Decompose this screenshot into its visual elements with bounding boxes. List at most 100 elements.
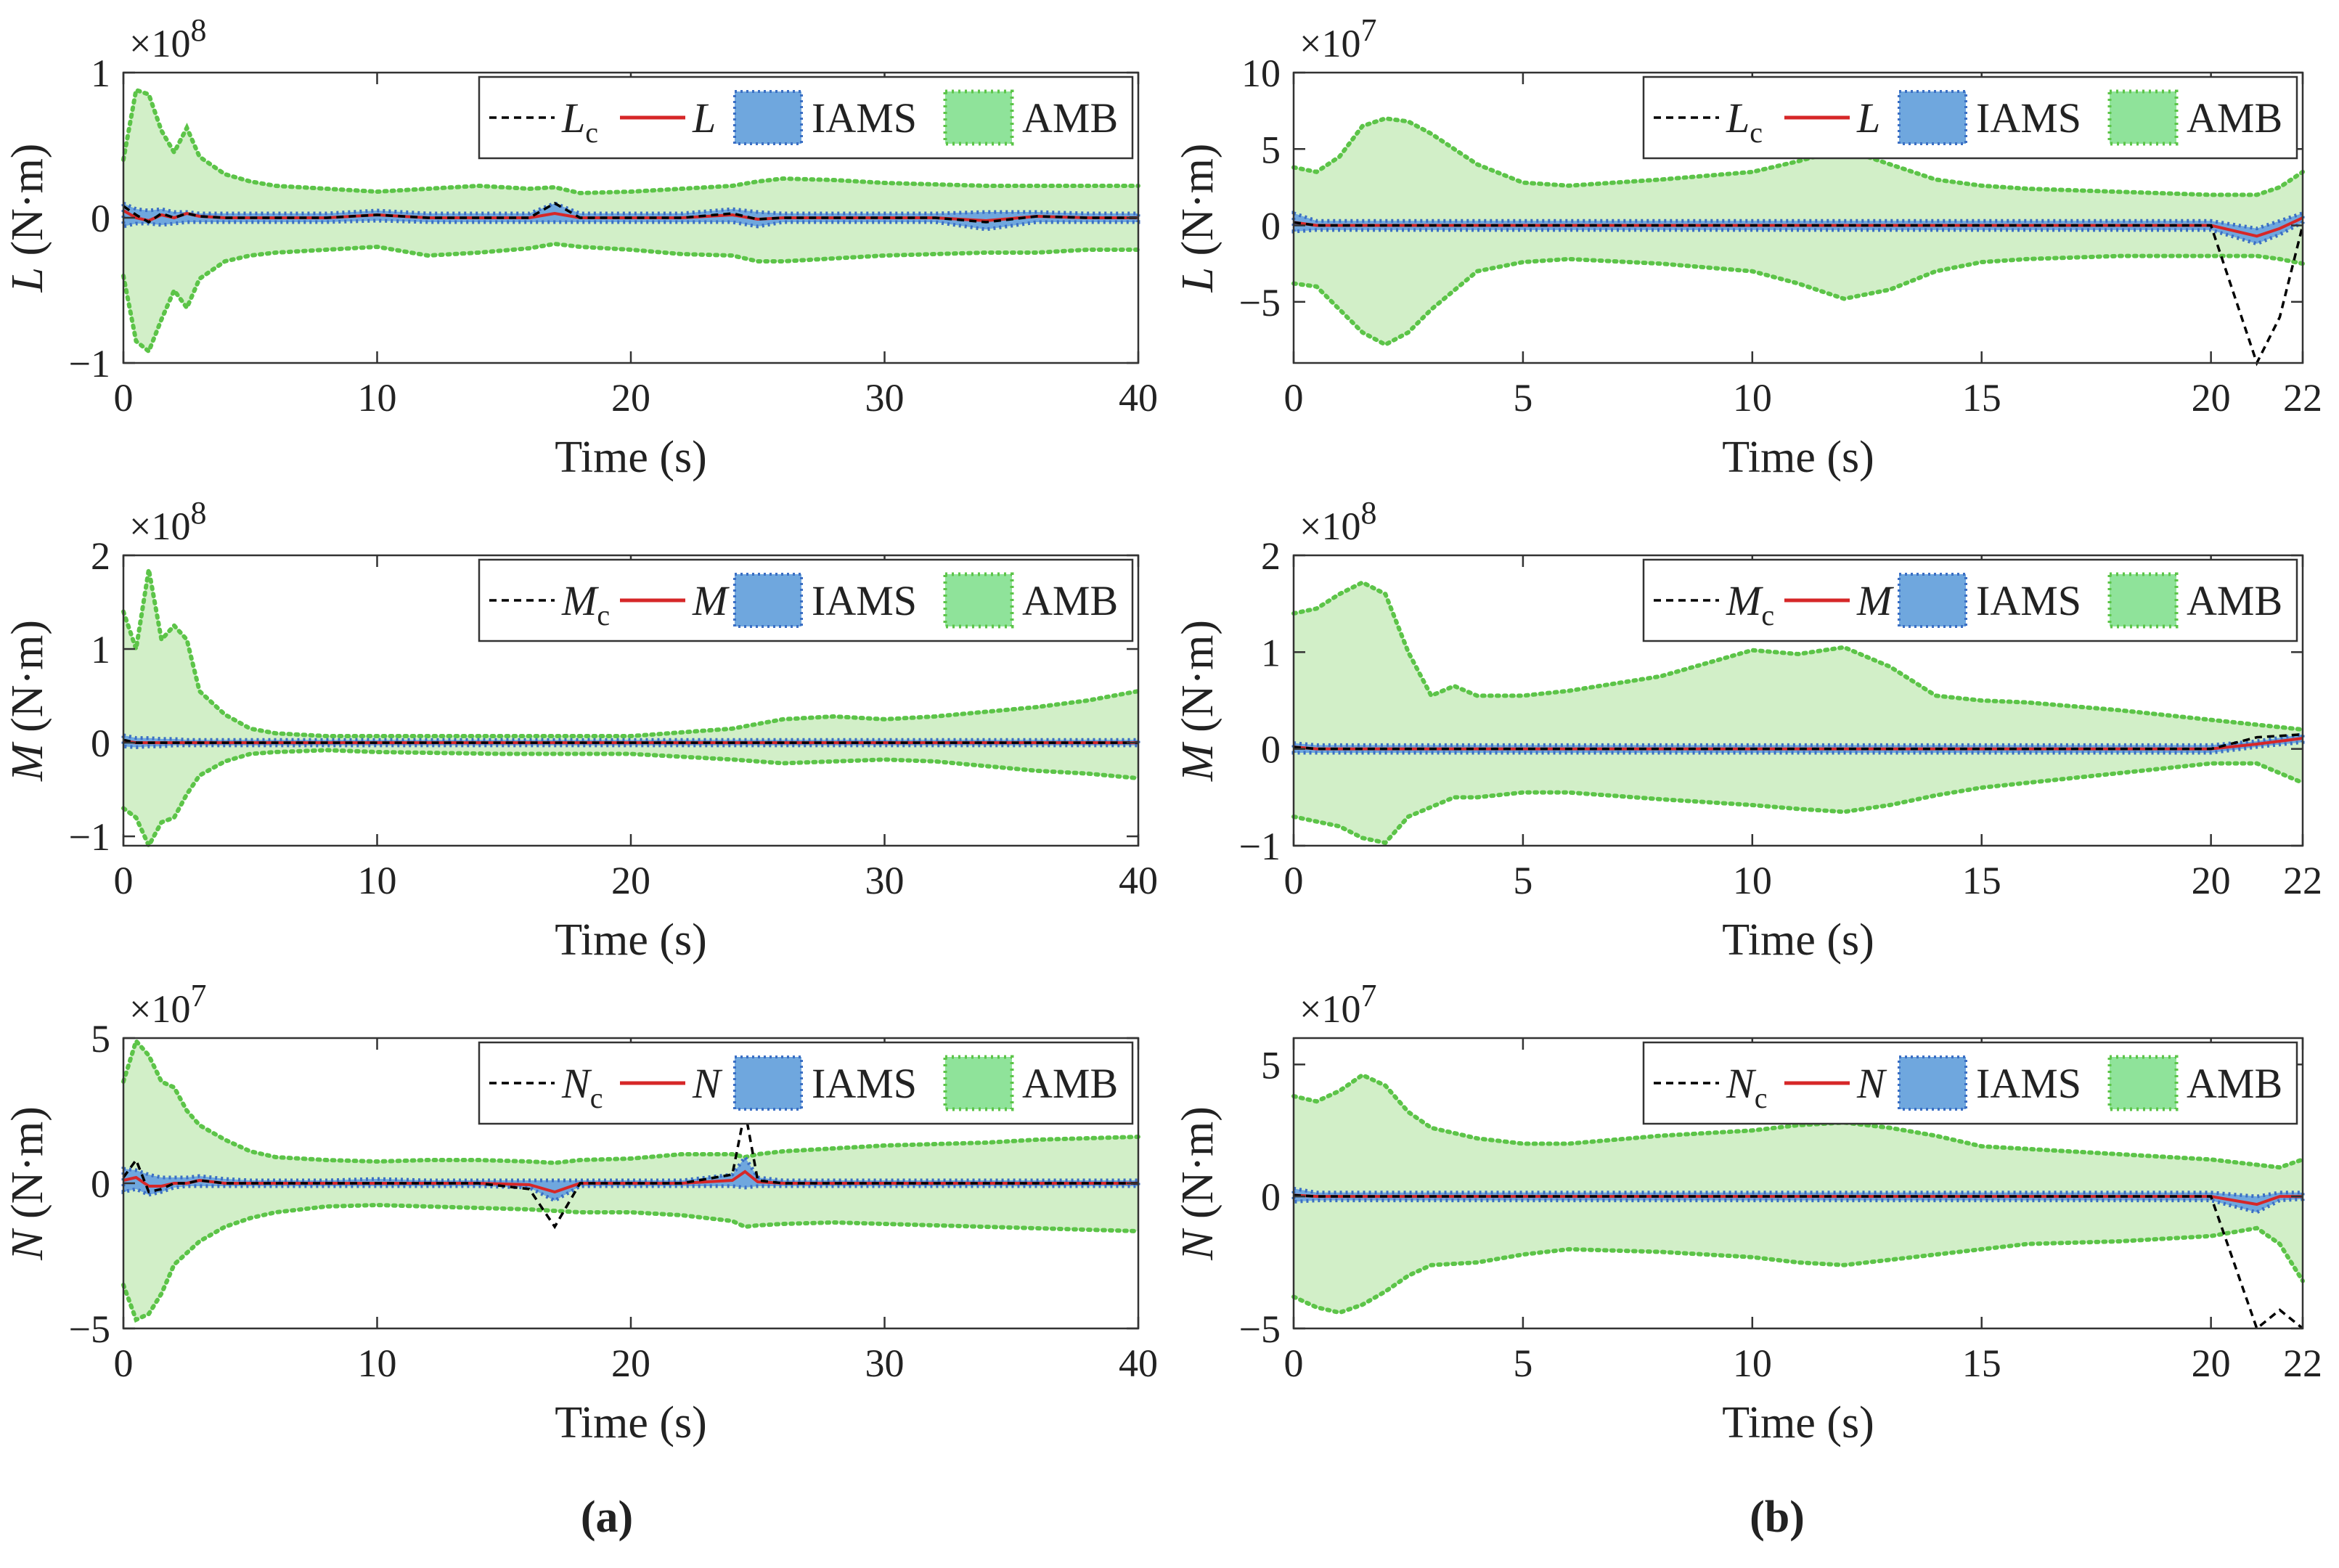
- amb-lower-bound: [121, 241, 1140, 355]
- legend-swatch-iams: [1898, 90, 1967, 145]
- legend-commanded-symbol: L: [1726, 94, 1750, 142]
- x-tick-label: 40: [1119, 859, 1158, 902]
- legend-label-iams: IAMS: [812, 577, 917, 624]
- y-tick-label: 1: [91, 52, 110, 95]
- x-tick-label: 30: [865, 1342, 905, 1385]
- legend-label-actual: N: [692, 1060, 723, 1107]
- y-axis-label-unit: (N·m): [1173, 620, 1222, 743]
- amb-upper-bound: [121, 87, 1140, 196]
- amb-lower-bound: [1291, 1225, 2305, 1315]
- legend-box: [478, 558, 1134, 642]
- axis-exponent-power: 7: [1360, 978, 1376, 1013]
- legend-box: [1642, 75, 2298, 160]
- x-tick-label: 10: [358, 1342, 397, 1385]
- commanded-series-line: [1293, 1193, 2304, 1331]
- y-tick-label: 1: [91, 628, 110, 671]
- x-tick-label: 15: [1962, 1342, 2001, 1385]
- legend: Nc N IAMS AMB: [1642, 1041, 2298, 1125]
- legend-swatch-amb: [943, 1055, 1014, 1111]
- axis-exponent-power: 8: [190, 12, 206, 48]
- legend-label-amb: AMB: [2187, 94, 2282, 142]
- x-tick-label: 0: [114, 1342, 134, 1385]
- x-tick-label: 20: [611, 1342, 650, 1385]
- y-tick-label: 10: [1241, 52, 1281, 95]
- y-tick-label: −1: [1239, 825, 1281, 868]
- axis-exponent: ×108: [129, 12, 206, 65]
- legend-label-commanded: Mc: [561, 577, 610, 632]
- x-tick-label: 15: [1962, 859, 2001, 902]
- x-tick-label: 10: [1733, 376, 1772, 420]
- x-tick-label: 5: [1513, 859, 1532, 902]
- legend-actual-symbol: M: [692, 577, 730, 624]
- y-tick-label: 0: [91, 1162, 110, 1206]
- legend-label-amb: AMB: [2187, 1060, 2282, 1107]
- legend-actual-symbol: N: [692, 1060, 723, 1107]
- y-tick-label: −1: [69, 342, 110, 385]
- y-axis-label: L (N·m): [3, 144, 52, 293]
- legend-commanded-subscript: c: [1750, 116, 1763, 149]
- x-tick-label: 10: [1733, 1342, 1772, 1385]
- legend-label-iams: IAMS: [1976, 1060, 2081, 1107]
- axis-exponent-power: 8: [190, 495, 206, 531]
- legend-swatch-iams: [1898, 1055, 1967, 1111]
- x-tick-label: 0: [1284, 1342, 1304, 1385]
- legend-swatch-amb: [2107, 89, 2179, 146]
- x-axis-label: Time (s): [1722, 915, 1874, 965]
- y-tick-label: 5: [1261, 1043, 1281, 1087]
- x-axis-label: Time (s): [1722, 1398, 1874, 1447]
- y-tick-label: −5: [1239, 281, 1281, 324]
- legend: Lc L IAMS AMB: [1642, 75, 2298, 160]
- legend-commanded-symbol: N: [1726, 1060, 1757, 1107]
- legend-commanded-symbol: N: [561, 1060, 592, 1107]
- axis-exponent: ×107: [1299, 12, 1376, 65]
- y-tick-label: 5: [1261, 128, 1281, 171]
- legend-commanded-subscript: c: [597, 599, 610, 632]
- axis-exponent-base: ×10: [129, 505, 190, 548]
- legend-commanded-subscript: c: [1761, 599, 1774, 632]
- actual-series-line: [1293, 737, 2303, 751]
- y-axis-label: M (N·m): [3, 620, 52, 782]
- x-tick-label: 10: [358, 376, 397, 420]
- axis-exponent-base: ×10: [129, 987, 190, 1031]
- x-axis-label: Time (s): [555, 433, 707, 482]
- x-tick-label: 0: [1284, 859, 1304, 902]
- y-axis-label-unit: (N·m): [3, 620, 52, 743]
- legend: Mc M IAMS AMB: [1642, 558, 2298, 642]
- legend-swatch-iams: [733, 1055, 803, 1111]
- x-tick-label: 40: [1119, 1342, 1158, 1385]
- x-tick-label: 5: [1513, 376, 1532, 420]
- legend-box: [1642, 558, 2298, 642]
- legend-label-commanded: Nc: [1726, 1060, 1767, 1114]
- x-tick-label: 5: [1513, 1342, 1532, 1385]
- x-tick-label: 20: [611, 376, 650, 420]
- y-tick-label: 0: [1261, 1175, 1281, 1219]
- y-axis-label: N (N·m): [1173, 1106, 1222, 1261]
- y-tick-label: 2: [91, 534, 110, 578]
- y-tick-label: 0: [1261, 728, 1281, 772]
- legend-actual-symbol: L: [1856, 94, 1880, 142]
- legend-actual-symbol: L: [692, 94, 716, 142]
- x-tick-label: 22: [2283, 376, 2322, 420]
- x-tick-label: 10: [358, 859, 397, 902]
- legend-box: [1642, 1041, 2298, 1125]
- y-tick-label: 0: [1261, 205, 1281, 248]
- y-tick-label: 5: [91, 1017, 110, 1061]
- legend-commanded-subscript: c: [590, 1082, 603, 1114]
- axis-exponent-base: ×10: [1299, 22, 1360, 65]
- axis-exponent: ×108: [1299, 495, 1376, 548]
- x-axis-label: Time (s): [1722, 433, 1874, 482]
- legend-commanded-symbol: L: [561, 94, 585, 142]
- legend: Lc L IAMS AMB: [478, 75, 1134, 160]
- x-tick-label: 15: [1962, 376, 2001, 420]
- commanded-series-line: [1293, 221, 2304, 367]
- legend-swatch-iams: [733, 573, 803, 628]
- x-tick-label: 22: [2283, 859, 2322, 902]
- commanded-series-line: [122, 1110, 1138, 1230]
- legend-label-actual: L: [692, 94, 716, 142]
- legend-label-amb: AMB: [1022, 1060, 1118, 1107]
